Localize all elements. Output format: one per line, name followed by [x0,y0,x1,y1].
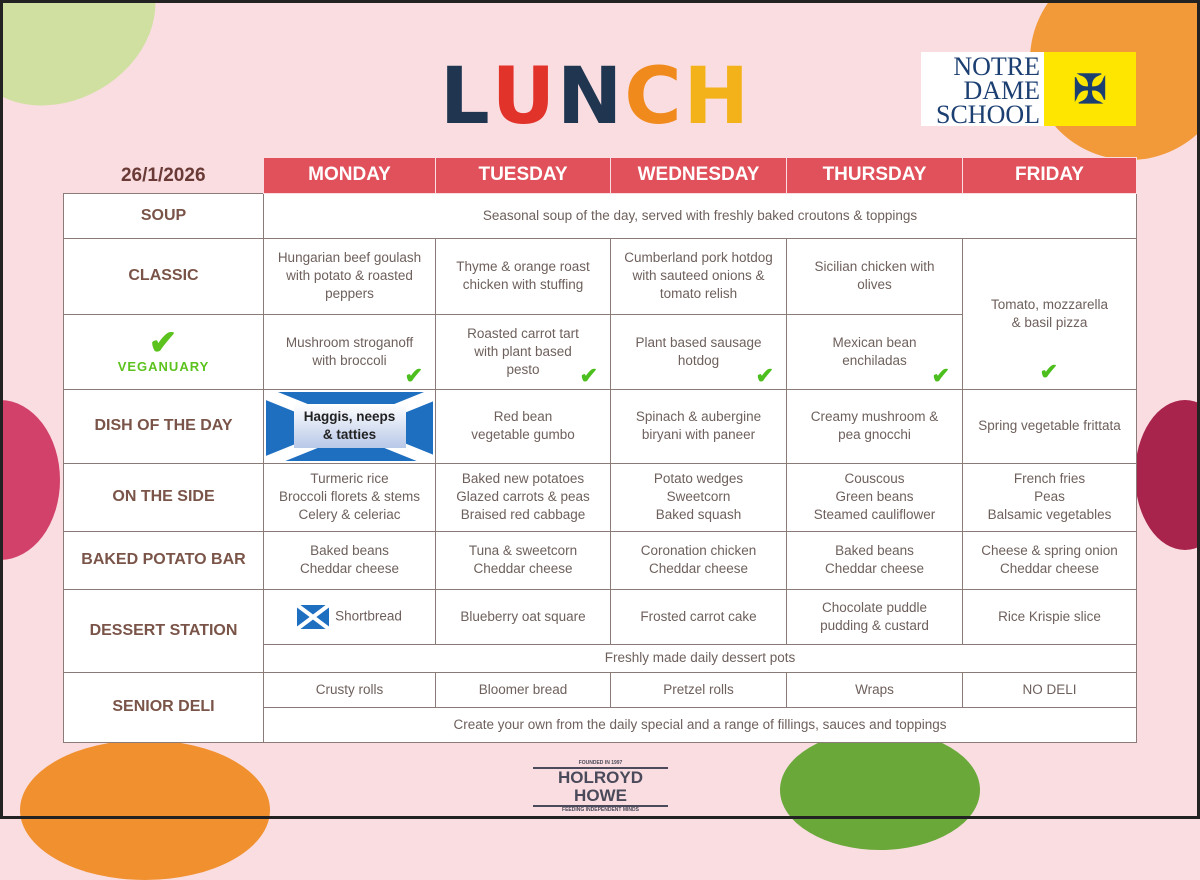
menu-cell: Baked beans Cheddar cheese [786,530,963,590]
menu-cell-text: Plant based sausage hotdog [635,334,762,368]
day-header: FRIDAY [962,157,1137,194]
dessert-note: Freshly made daily dessert pots [263,643,1137,673]
holroyd-howe-logo: FOUNDED IN 1997 HOLROYD HOWE FEEDING IND… [533,760,668,814]
menu-cell: Crusty rolls [263,671,436,708]
menu-cell: Red bean vegetable gumbo [435,388,611,464]
menu-cell: Wraps [786,671,963,708]
menu-cell: Spring vegetable frittata [962,388,1137,464]
title-letter: H [683,52,751,142]
row-label-dish: DISH OF THE DAY [63,388,264,464]
logo-line: DAME [963,76,1040,105]
school-logo: NOTRE DAME SCHOOL ✠ [921,52,1136,129]
menu-cell: Coronation chicken Cheddar cheese [610,530,787,590]
day-header: WEDNESDAY [610,157,787,194]
menu-cell-text: Tomato, mozzarella & basil pizza [990,296,1109,330]
menu-cell: Cheese & spring onion Cheddar cheese [962,530,1137,590]
menu-cell: Rice Krispie slice [962,588,1137,645]
menu-table: 26/1/2026 MONDAY TUESDAY WEDNESDAY THURS… [63,157,1137,743]
footer-tagline: FOUNDED IN 1997 [578,760,623,766]
menu-cell-text: Mexican bean enchiladas [832,334,917,368]
menu-cell: Blueberry oat square [435,588,611,645]
menu-cell: Frosted carrot cake [610,588,787,645]
menu-cell: Bloomer bread [435,671,611,708]
day-header: TUESDAY [435,157,611,194]
menu-cell: NO DELI [962,671,1137,708]
crest-icon: ✠ [1044,52,1136,126]
deli-note: Create your own from the daily special a… [263,706,1137,743]
menu-cell: Chocolate puddle pudding & custard [786,588,963,645]
menu-cell: Turmeric rice Broccoli florets & stems C… [263,462,436,532]
row-label-veganuary: ✔ VEGANUARY [63,313,264,390]
page-border [0,0,1200,819]
menu-date: 26/1/2026 [120,164,206,186]
green-check-icon: ✔ [755,362,774,388]
logo-line: NOTRE [953,52,1040,81]
scotland-flag-icon [297,604,330,629]
menu-cell: Tuna & sweetcorn Cheddar cheese [435,530,611,590]
menu-cell-text: Roasted carrot tart with plant based pes… [467,325,579,377]
footer-tagline: FEEDING INDEPENDENT MINDS [562,807,639,813]
row-label-deli: SENIOR DELI [63,671,264,743]
logo-line: SCHOOL [935,100,1040,129]
green-check-icon: ✔ [931,362,950,388]
day-header: MONDAY [263,157,436,194]
menu-cell: Haggis, neeps & tatties [263,388,436,464]
row-label-soup: SOUP [63,192,264,239]
menu-cell: Mexican bean enchiladas ✔ [786,313,963,390]
green-check-icon: ✔ [579,362,598,388]
menu-cell-text: Mushroom stroganoff with broccoli [285,334,414,368]
menu-cell: Potato wedges Sweetcorn Baked squash [610,462,787,532]
title-letter: C [624,52,684,142]
title-letter: L [440,52,492,142]
menu-cell-friday-classic: Tomato, mozzarella & basil pizza ✔ [962,237,1137,390]
soup-text: Seasonal soup of the day, served with fr… [263,192,1137,239]
menu-cell-text: Shortbread [335,608,402,624]
footer-brand: HOLROYD HOWE [533,767,668,807]
menu-cell: Baked beans Cheddar cheese [263,530,436,590]
menu-cell: Couscous Green beans Steamed cauliflower [786,462,963,532]
menu-cell: Spinach & aubergine biryani with paneer [610,388,787,464]
menu-cell: Sicilian chicken with olives [786,237,963,315]
page-title: LUNCH [440,52,751,142]
day-header: THURSDAY [786,157,963,194]
veganuary-logo: ✔ VEGANUARY [117,323,210,374]
menu-cell: Roasted carrot tart with plant based pes… [435,313,611,390]
menu-cell: Mushroom stroganoff with broccoli ✔ [263,313,436,390]
menu-cell: Creamy mushroom & pea gnocchi [786,388,963,464]
row-label-dessert: DESSERT STATION [63,588,264,673]
row-label-side: ON THE SIDE [63,462,264,532]
row-label-potato: BAKED POTATO BAR [63,530,264,590]
title-letter: N [557,52,625,142]
menu-cell-text: Haggis, neeps & tatties [293,404,406,448]
menu-cell: French fries Peas Balsamic vegetables [962,462,1137,532]
row-label-classic: CLASSIC [63,237,264,315]
menu-cell: Baked new potatoes Glazed carrots & peas… [435,462,611,532]
green-check-icon: ✔ [404,362,423,388]
title-letter: U [491,52,558,142]
green-check-icon: ✔ [1039,358,1058,384]
menu-cell: Pretzel rolls [610,671,787,708]
menu-cell: Thyme & orange roast chicken with stuffi… [435,237,611,315]
